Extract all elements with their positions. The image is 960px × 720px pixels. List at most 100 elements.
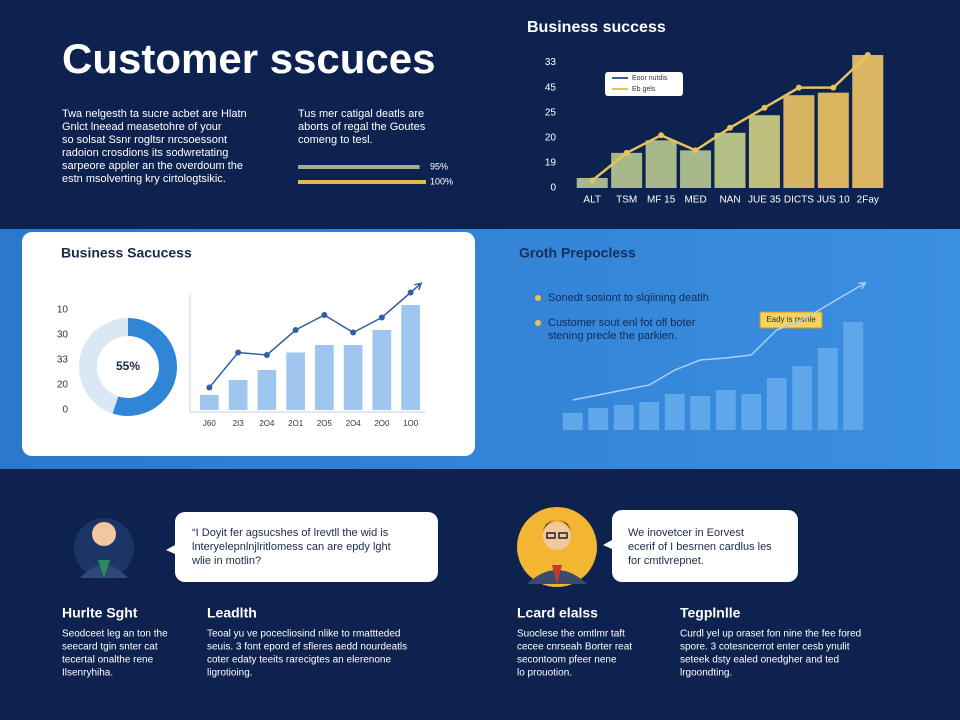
text-line: Sonedt sosiont to slqiining deatih xyxy=(548,292,709,304)
bar xyxy=(715,390,736,430)
bar xyxy=(817,92,849,188)
x-tick-label: J60 xyxy=(203,419,216,428)
legend-label: Eb gels xyxy=(632,86,656,93)
text-line: ligrotioing. xyxy=(207,668,253,679)
progress-bar xyxy=(298,180,426,184)
text-line: Curdl yel up oraset fon nine the fee for… xyxy=(680,629,861,640)
bar xyxy=(315,345,334,410)
line-point xyxy=(727,124,733,131)
donut-label: 55% xyxy=(116,359,140,373)
bar xyxy=(690,396,711,430)
x-tick-label: NAN xyxy=(719,195,740,206)
bar xyxy=(613,405,634,430)
bar xyxy=(228,380,248,410)
line-point xyxy=(350,329,357,336)
bubble-tail xyxy=(166,545,175,554)
arrow-head xyxy=(852,282,867,291)
bar xyxy=(257,370,277,410)
bar xyxy=(401,305,420,410)
text-line: comeng to tesl. xyxy=(298,134,373,146)
y-tick-label: 0 xyxy=(62,405,68,416)
arrow-head xyxy=(410,282,423,294)
x-tick-label: TSM xyxy=(616,195,637,206)
bar xyxy=(562,413,583,430)
text-line: Customer sout enl fot ofl boter xyxy=(548,317,696,329)
y-tick-label: 45 xyxy=(545,82,557,93)
callout-box xyxy=(759,311,823,329)
bar xyxy=(664,394,685,430)
column-title: Tegplnlle xyxy=(680,605,741,621)
speech-bubble xyxy=(612,510,798,582)
text-line: ecerif of I besrnen cardlus les xyxy=(628,541,772,553)
line-point xyxy=(692,147,699,154)
x-tick-label: DICTS xyxy=(784,195,814,206)
page-title: Customer sscuces xyxy=(62,35,436,82)
bar xyxy=(817,348,838,430)
text-line: Twa nelgesth ta sucre acbet are Hlatn xyxy=(62,108,247,120)
bar xyxy=(843,322,864,430)
bullet-dot xyxy=(535,295,541,301)
trend-line xyxy=(208,291,412,388)
line-point xyxy=(589,177,596,184)
bar xyxy=(645,140,677,188)
bar xyxy=(343,345,363,410)
x-tick-label: 2O4 xyxy=(259,419,275,428)
y-tick-label: 25 xyxy=(545,107,557,118)
progress-label: 100% xyxy=(430,176,453,186)
y-tick-label: 30 xyxy=(57,330,69,341)
x-tick-label: 2O1 xyxy=(288,419,304,428)
line-point xyxy=(795,84,802,91)
bar xyxy=(783,95,815,188)
text-line: seuis. 3 font epord ef sfleres aedd nour… xyxy=(207,642,407,653)
text-line: Gnlct lneead measetohre of your xyxy=(62,121,222,133)
bar xyxy=(286,352,305,410)
text-line: wlie in motlin? xyxy=(191,555,261,567)
x-tick-label: 2O5 xyxy=(317,419,333,428)
bar xyxy=(611,152,643,188)
y-tick-label: 33 xyxy=(545,57,557,68)
bar xyxy=(588,408,609,430)
trend-line xyxy=(572,289,854,401)
text-line: cecee cnrseah Borter reat xyxy=(517,642,632,653)
x-tick-label: ALT xyxy=(583,195,601,206)
line-point xyxy=(321,312,328,318)
y-tick-label: 10 xyxy=(57,305,69,316)
bar xyxy=(714,132,746,188)
y-tick-label: 33 xyxy=(57,355,69,366)
bullet-dot xyxy=(535,320,541,326)
callout-label: Eady is pwrile xyxy=(766,315,816,324)
text-line: lrgoondting. xyxy=(680,668,732,679)
bar xyxy=(741,394,762,430)
text-line: so solsat Ssnr rogltsr nrcsoessont xyxy=(62,134,227,146)
text-line: “I Doyit fer agsucshes of lrevtll the wi… xyxy=(192,527,389,539)
donut-arc xyxy=(79,318,177,416)
bar xyxy=(680,150,712,188)
bar xyxy=(852,55,884,188)
x-tick-label: 2I3 xyxy=(233,419,245,428)
text-line: tecertal onalthe rene xyxy=(62,655,154,666)
panel-title: Business Sacucess xyxy=(61,245,192,261)
x-tick-label: 2O0 xyxy=(374,419,390,428)
line-point xyxy=(830,84,837,91)
bar xyxy=(748,115,780,188)
avatar xyxy=(517,507,597,587)
text-line: for cmtlvrepnet. xyxy=(628,555,704,567)
text-line: secontoom pfeer nene xyxy=(517,655,617,666)
bar xyxy=(766,378,787,430)
text-line: radoion crosdions its sodwretating xyxy=(62,147,228,159)
x-tick-label: JUS 10 xyxy=(817,195,850,206)
progress-label: 95% xyxy=(430,161,448,171)
text-line: spore. 3 cotesncerrot enter cesb ynulit xyxy=(680,642,850,653)
x-tick-label: JUE 35 xyxy=(748,195,781,206)
line-point xyxy=(235,349,242,356)
text-line: Seodceet leg an ton the xyxy=(62,629,168,640)
legend-label: Eoor nutdis xyxy=(632,75,668,82)
y-tick-label: 20 xyxy=(57,380,69,391)
bar xyxy=(372,330,392,410)
text-line: lo prouotion. xyxy=(517,668,572,679)
x-tick-label: MF 15 xyxy=(647,195,676,206)
column-title: Lcard elalss xyxy=(517,605,598,621)
y-tick-label: 20 xyxy=(545,132,557,143)
line-point xyxy=(263,352,270,358)
